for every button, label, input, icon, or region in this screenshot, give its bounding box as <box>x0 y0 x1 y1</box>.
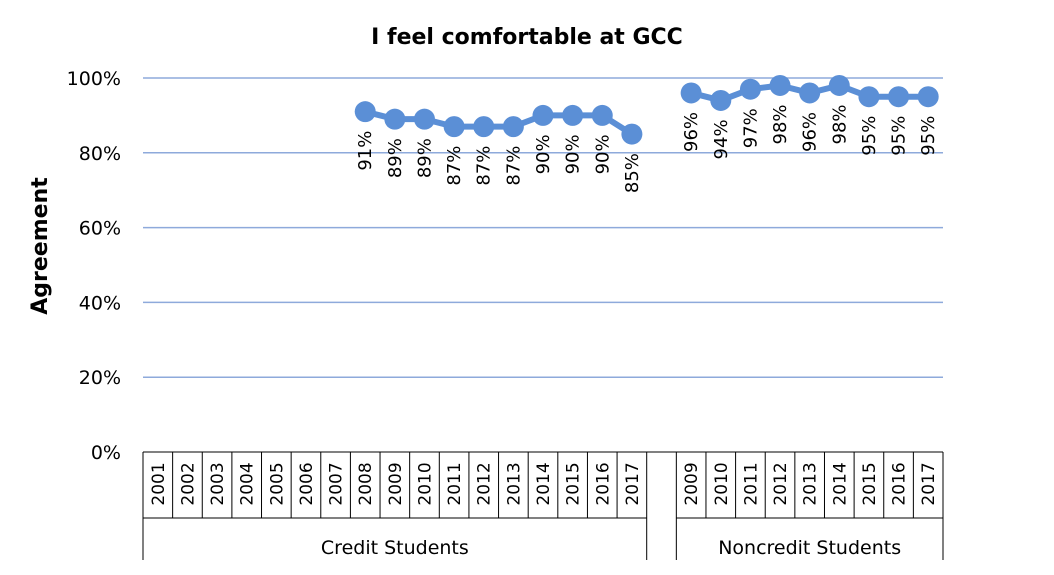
data-point <box>502 116 524 138</box>
x-tick-label: 2001 <box>149 462 169 505</box>
x-group-label: Credit Students <box>321 537 469 559</box>
x-tick-label: 2003 <box>208 462 228 505</box>
data-label: 97% <box>740 108 761 148</box>
data-point <box>354 101 376 123</box>
series: 91% 89% 89% 87% 87% 87% 90% 90% 90% 85% 96% 94% 97% 9… <box>354 74 939 193</box>
x-tick-label: 2009 <box>682 462 702 505</box>
data-label: 95% <box>889 116 910 156</box>
x-tick-label: 2013 <box>801 462 821 505</box>
x-tick-label: 2014 <box>830 462 850 505</box>
data-point <box>621 123 643 145</box>
data-point <box>384 108 406 130</box>
y-tick-label: 80% <box>79 143 121 165</box>
x-tick-label: 2016 <box>593 462 613 505</box>
x-tick-label: 2013 <box>504 462 524 505</box>
data-label: 87% <box>503 146 524 186</box>
x-tick-label: 2014 <box>534 462 554 505</box>
data-label: 95% <box>859 116 880 156</box>
data-label: 96% <box>800 112 821 152</box>
data-label: 98% <box>829 104 850 144</box>
data-point <box>739 78 761 100</box>
y-tick-label: 0% <box>91 442 121 464</box>
data-label: 95% <box>918 116 939 156</box>
y-tick-label: 40% <box>79 292 121 314</box>
x-tick-label: 2002 <box>178 462 198 505</box>
x-tick-label: 2015 <box>860 462 880 505</box>
data-label: 98% <box>770 104 791 144</box>
y-tick-label: 60% <box>79 218 121 240</box>
data-point <box>888 86 910 108</box>
y-tick-labels: 0% 20% 40% 60% 80% 100% <box>67 68 121 464</box>
data-point <box>473 116 495 138</box>
data-label: 89% <box>414 138 435 178</box>
data-point <box>443 116 465 138</box>
chart-title: I feel comfortable at GCC <box>371 25 683 50</box>
x-tick-label: 2008 <box>356 462 376 505</box>
x-tick-label: 2010 <box>712 462 732 505</box>
data-point <box>799 82 821 104</box>
x-tick-label: 2010 <box>415 462 435 505</box>
data-point <box>532 104 554 126</box>
data-point <box>769 74 791 96</box>
data-label: 90% <box>592 134 613 174</box>
data-label: 89% <box>385 138 406 178</box>
data-point <box>917 86 939 108</box>
data-label: 87% <box>444 146 465 186</box>
x-tick-label: 2017 <box>623 462 643 505</box>
data-point <box>710 89 732 111</box>
x-tick-label: 2012 <box>771 462 791 505</box>
gridlines <box>143 77 943 378</box>
data-point <box>591 104 613 126</box>
x-tick-label: 2012 <box>475 462 495 505</box>
x-tick-label: 2005 <box>267 462 287 505</box>
x-group-label: Noncredit Students <box>718 537 901 559</box>
x-tick-label: 2011 <box>741 462 761 505</box>
x-tick-label: 2009 <box>386 462 406 505</box>
data-label: 96% <box>681 112 702 152</box>
x-tick-label: 2011 <box>445 462 465 505</box>
y-tick-label: 20% <box>79 367 121 389</box>
data-label: 90% <box>533 134 554 174</box>
x-tick-label: 2016 <box>890 462 910 505</box>
data-label: 90% <box>563 134 584 174</box>
x-tick-label: 2004 <box>238 462 258 505</box>
data-point <box>680 82 702 104</box>
data-label: 91% <box>355 131 376 171</box>
series-line <box>364 108 634 137</box>
x-tick-label: 2007 <box>327 462 347 505</box>
x-axis: Credit Students Noncredit Students 2001 200… <box>142 451 944 560</box>
data-label: 85% <box>622 153 643 193</box>
data-point <box>562 104 584 126</box>
y-axis-label: Agreement <box>28 177 53 315</box>
data-label: 87% <box>474 146 495 186</box>
data-point <box>413 108 435 130</box>
x-tick-label: 2017 <box>919 462 939 505</box>
data-point <box>828 74 850 96</box>
data-point <box>858 86 880 108</box>
x-tick-label: 2006 <box>297 462 317 505</box>
x-tick-label: 2015 <box>564 462 584 505</box>
data-label: 94% <box>711 119 732 159</box>
y-tick-label: 100% <box>67 68 121 90</box>
